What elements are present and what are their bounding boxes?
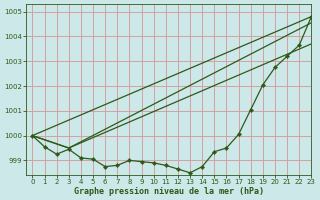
X-axis label: Graphe pression niveau de la mer (hPa): Graphe pression niveau de la mer (hPa) — [74, 187, 264, 196]
